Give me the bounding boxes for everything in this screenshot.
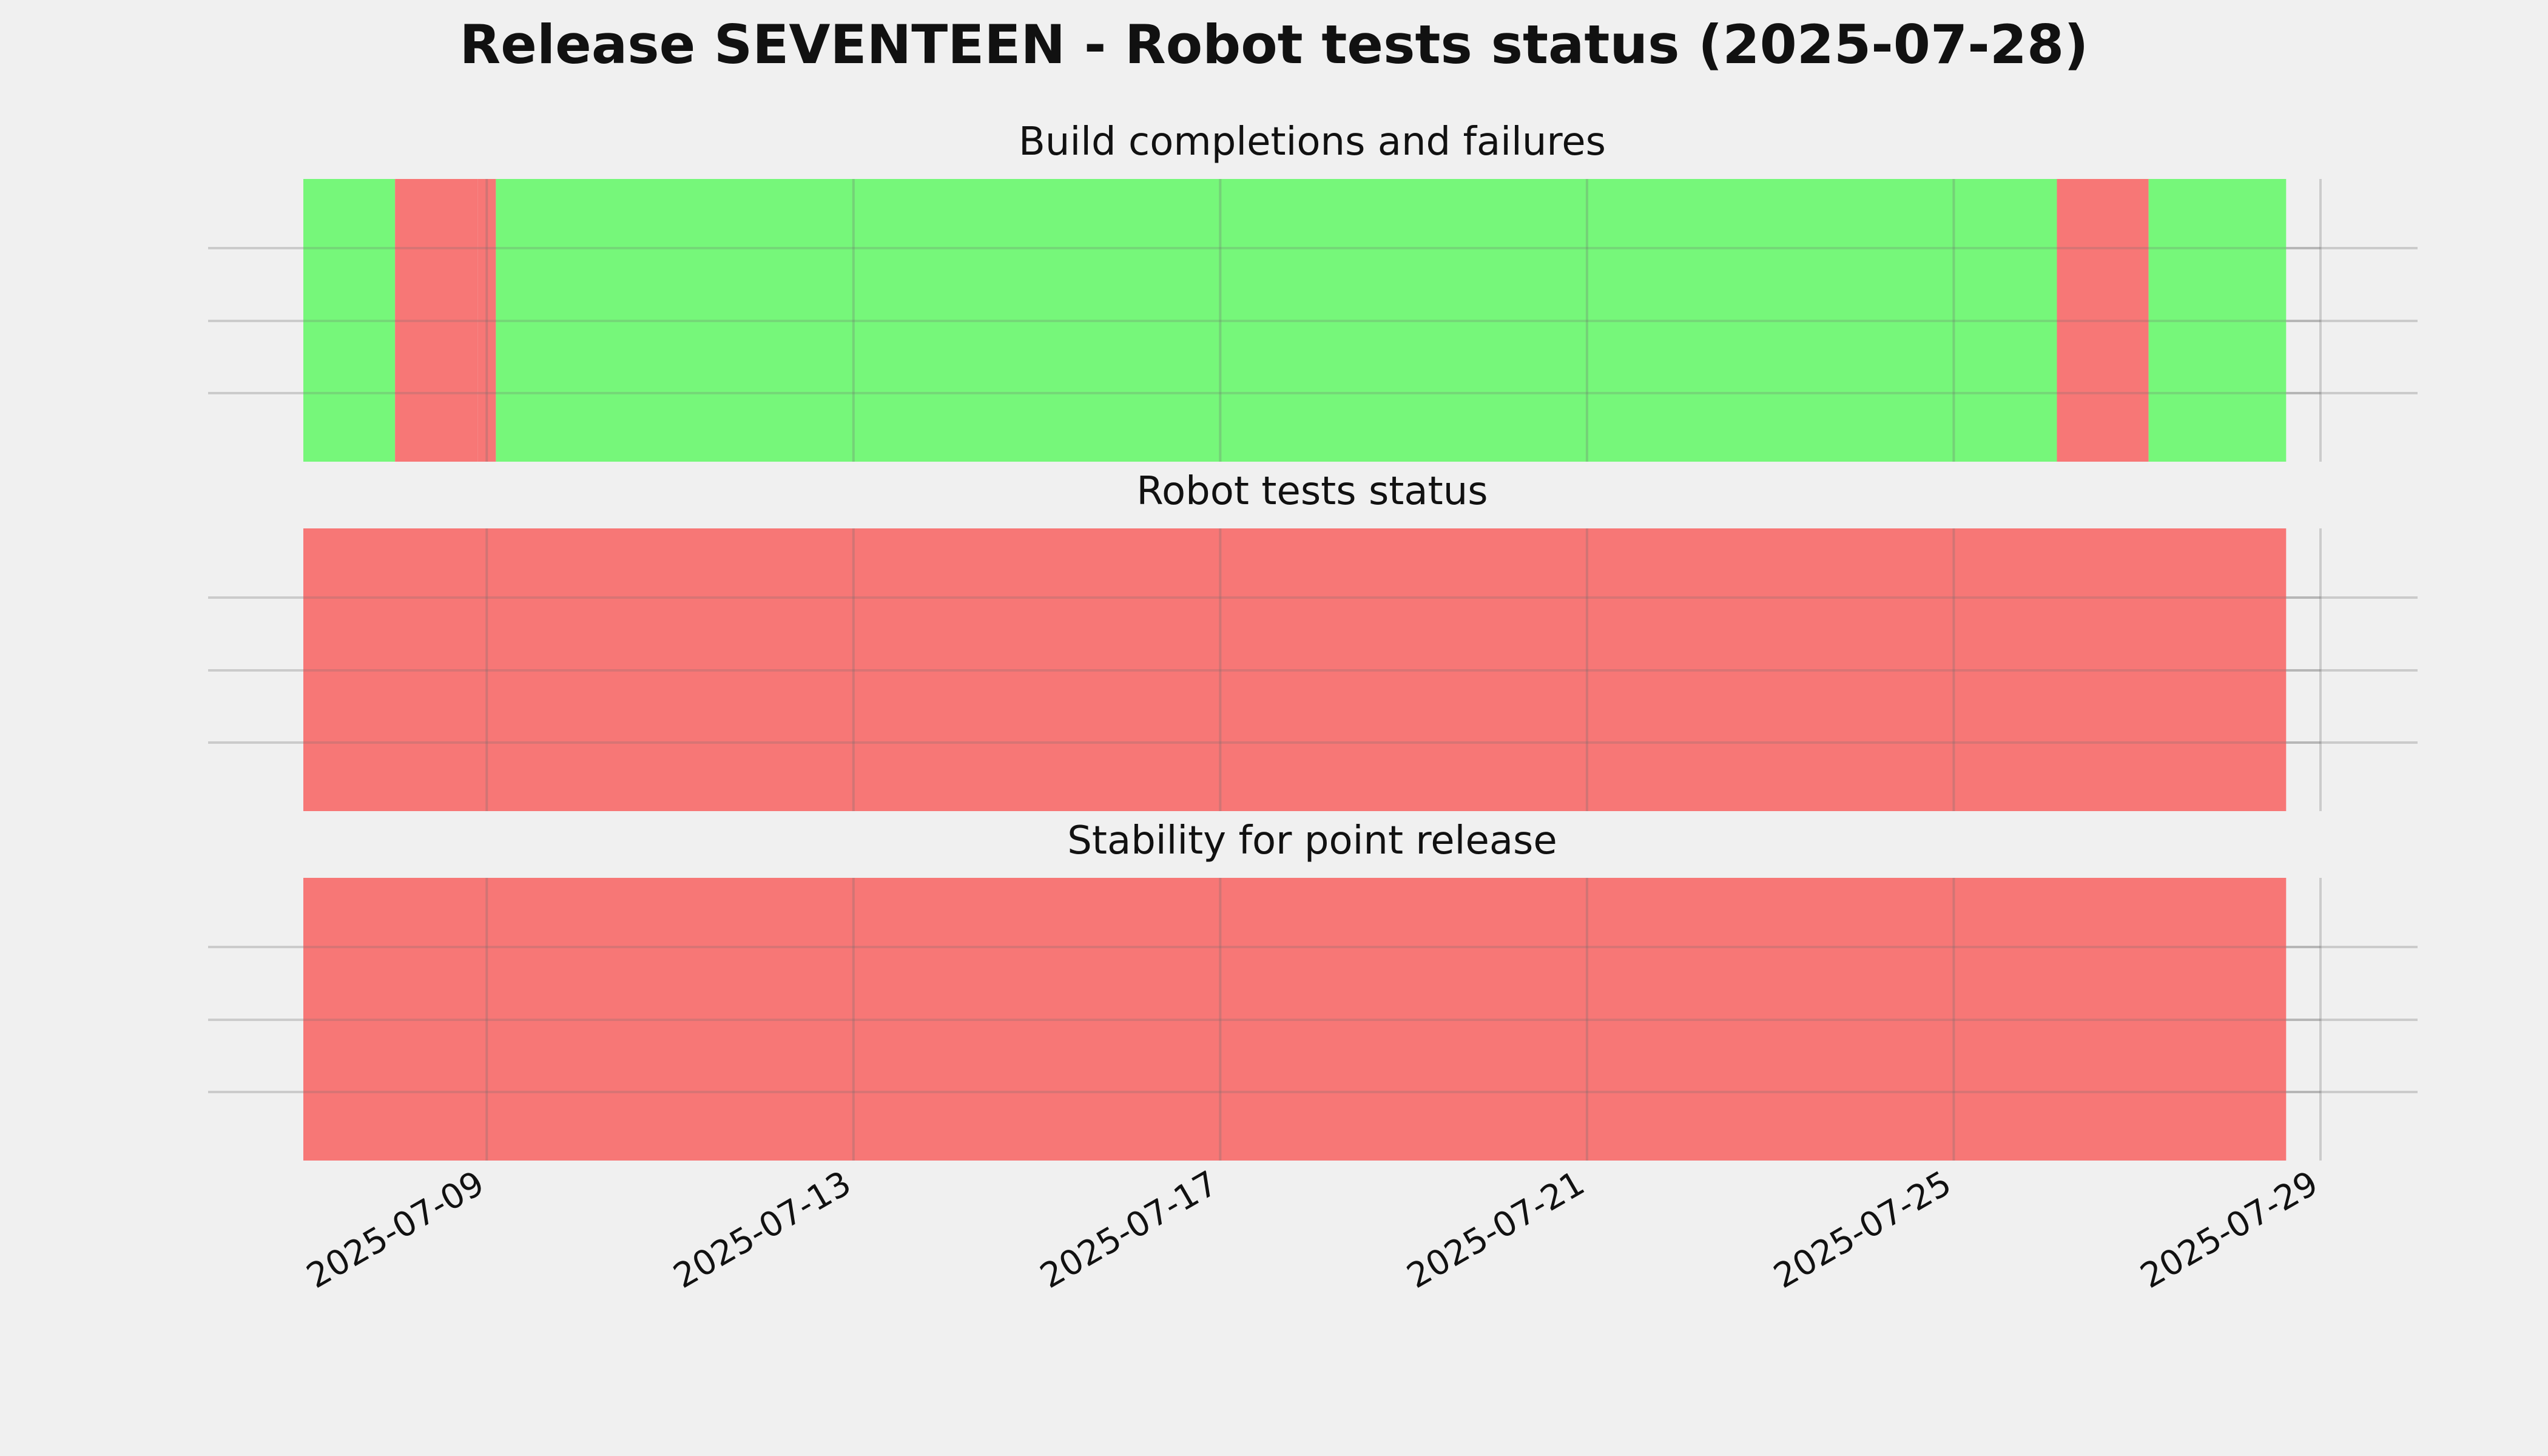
- status-segment-fail: [303, 878, 2287, 1161]
- status-segments: [303, 528, 2287, 811]
- x-tick-label: 2025-07-09: [300, 1164, 491, 1296]
- status-segment-pass: [303, 179, 396, 462]
- status-segment-pass: [2148, 179, 2287, 462]
- status-segment-fail: [303, 528, 2287, 811]
- status-segment-fail: [2057, 179, 2149, 462]
- x-tick-label: 2025-07-25: [1767, 1164, 1958, 1296]
- timeline-panel: Stability for point release: [208, 818, 2418, 1161]
- x-tick-label: 2025-07-21: [1401, 1164, 1591, 1296]
- status-segments: [303, 179, 2287, 462]
- timeline-panel: Robot tests status: [208, 469, 2418, 811]
- status-segment-pass: [496, 179, 2057, 462]
- panel-title: Stability for point release: [1067, 818, 1557, 863]
- status-segment-fail: [477, 179, 496, 462]
- panel-title: Robot tests status: [1136, 469, 1488, 514]
- x-tick-label: 2025-07-17: [1034, 1164, 1224, 1296]
- x-tick-label: 2025-07-13: [667, 1164, 857, 1296]
- chart-title: Release SEVENTEEN - Robot tests status (…: [459, 13, 2089, 76]
- panel-title: Build completions and failures: [1019, 120, 1606, 164]
- status-segment-fail: [395, 179, 478, 462]
- status-segments: [303, 878, 2287, 1161]
- timeline-panel: Build completions and failures: [208, 120, 2418, 462]
- x-tick-label: 2025-07-29: [2134, 1164, 2325, 1296]
